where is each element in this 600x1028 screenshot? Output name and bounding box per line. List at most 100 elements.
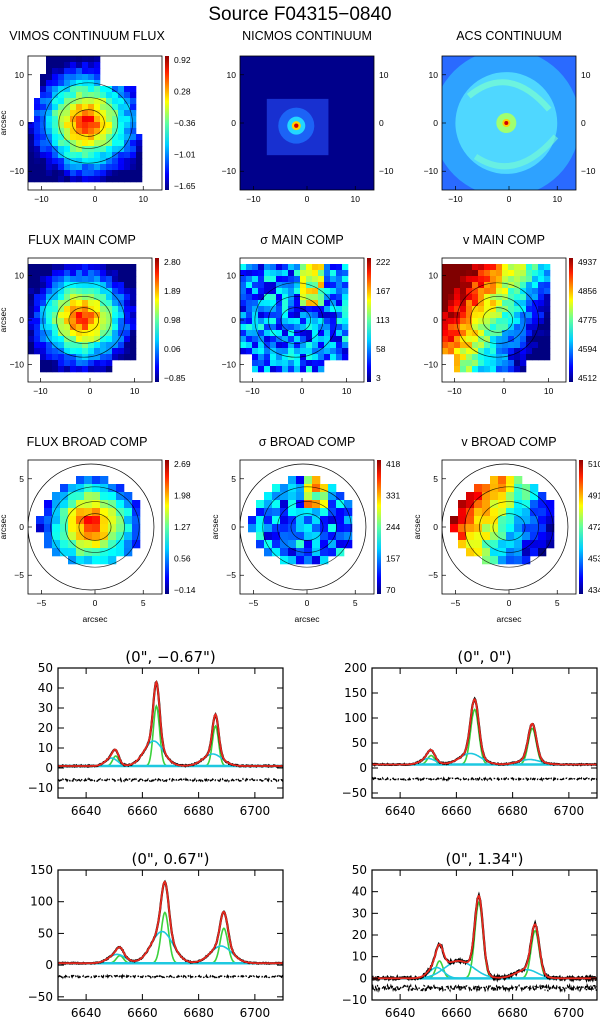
map-pixel xyxy=(124,492,133,501)
map-pixel xyxy=(246,282,253,289)
map-pixel xyxy=(508,366,515,373)
map-pixel xyxy=(34,116,41,123)
colorbar xyxy=(569,258,573,382)
map-pixel xyxy=(304,532,313,541)
map-contour xyxy=(43,82,133,164)
map-pixel xyxy=(76,366,83,373)
spectrum-x-tick-label: 6700 xyxy=(554,804,585,818)
map-y-tick-label: −10 xyxy=(424,166,439,176)
colorbar xyxy=(579,460,583,594)
map-pixel xyxy=(532,282,539,289)
map-pixel xyxy=(264,342,271,349)
map-pixel xyxy=(466,492,475,501)
map-pixel xyxy=(442,336,449,343)
spectrum-panel: (0", 1.34")6640 6660 6680 670050403020100−1… xyxy=(342,850,598,1020)
map-x-tick-label: 0 xyxy=(305,194,310,204)
map-pixel xyxy=(28,312,35,319)
map-pixel xyxy=(520,318,527,325)
map-pixel xyxy=(46,176,53,183)
map-pixel xyxy=(252,330,259,337)
map-pixel xyxy=(76,270,83,277)
map-pixel xyxy=(270,282,277,289)
map-pixel xyxy=(300,348,307,355)
map-pixel xyxy=(116,532,125,541)
map-pixel xyxy=(52,492,61,501)
map-pixel xyxy=(288,318,295,325)
map-pixel xyxy=(460,312,467,319)
map-pixel xyxy=(246,336,253,343)
map-pixel xyxy=(28,140,35,147)
map-pixel xyxy=(94,104,101,111)
map-pixel xyxy=(76,556,85,565)
map-pixel xyxy=(46,264,53,271)
map-pixel xyxy=(502,366,509,373)
map-pixel xyxy=(246,276,253,283)
map-pixel xyxy=(276,288,283,295)
map-pixel xyxy=(106,86,113,93)
map-pixel xyxy=(324,294,331,301)
map-pixel xyxy=(544,300,551,307)
map-pixel xyxy=(336,318,343,325)
map-pixel xyxy=(448,294,455,301)
map-pixel xyxy=(526,348,533,355)
map-pixel xyxy=(124,300,131,307)
map-right-y-tick-label: 10 xyxy=(379,70,389,80)
map-pixel xyxy=(472,318,479,325)
map-pixel xyxy=(474,508,483,517)
map-pixel xyxy=(324,306,331,313)
map-pixel xyxy=(288,516,297,525)
map-pixel xyxy=(52,348,59,355)
map-pixel xyxy=(34,288,41,295)
map-pixel xyxy=(88,146,95,153)
map-pixel xyxy=(106,312,113,319)
map-pixel xyxy=(100,540,109,549)
map-pixel xyxy=(40,170,47,177)
map-pixel xyxy=(538,330,545,337)
map-pixel xyxy=(506,540,515,549)
map-pixel xyxy=(130,146,137,153)
map-pixel xyxy=(484,318,491,325)
map-pixel xyxy=(508,318,515,325)
map-pixel xyxy=(282,348,289,355)
map-pixel xyxy=(88,312,95,319)
map-pixel xyxy=(526,264,533,271)
map-pixel xyxy=(514,330,521,337)
map-pixel xyxy=(496,294,503,301)
map-pixel xyxy=(46,294,53,301)
map-pixel xyxy=(490,342,497,349)
map-pixel xyxy=(280,540,289,549)
spectrum-y-tick-label: 20 xyxy=(38,721,53,735)
map-pixel xyxy=(312,318,319,325)
map-pixel xyxy=(544,270,551,277)
map-pixel xyxy=(106,360,113,367)
map-pixel xyxy=(496,276,503,283)
spectrum-component-broad xyxy=(372,960,597,980)
map-pixel xyxy=(324,324,331,331)
spectrum-total-fit xyxy=(58,680,283,767)
map-pixel xyxy=(124,324,131,331)
map-pixel xyxy=(336,508,345,517)
map-pixel xyxy=(46,360,53,367)
map-pixel xyxy=(52,300,59,307)
colorbar-label: 2.69 xyxy=(174,459,191,469)
map-pixel xyxy=(40,140,47,147)
map-pixel xyxy=(60,500,69,509)
map-pixel xyxy=(46,348,53,355)
map-pixel xyxy=(264,294,271,301)
map-pixel xyxy=(276,300,283,307)
map-pixel xyxy=(124,342,131,349)
map-y-tick-label: 0 xyxy=(433,118,438,128)
map-pixel xyxy=(58,342,65,349)
map-pixel xyxy=(100,306,107,313)
map-pixel xyxy=(448,300,455,307)
map-pixel xyxy=(70,62,77,69)
map-pixel xyxy=(544,306,551,313)
map-pixel xyxy=(52,548,61,557)
map-pixel xyxy=(28,270,35,277)
map-pixel xyxy=(116,500,125,509)
map-pixel xyxy=(76,68,83,75)
map-pixel xyxy=(112,98,119,105)
map-pixel xyxy=(442,324,449,331)
